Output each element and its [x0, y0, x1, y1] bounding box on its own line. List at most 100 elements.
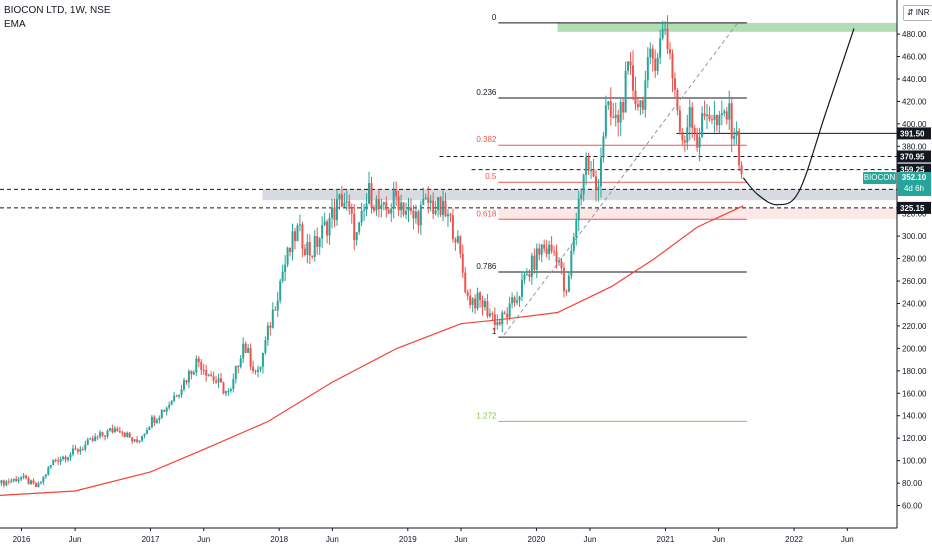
- candle-body: [64, 456, 67, 460]
- candle-body: [155, 420, 158, 424]
- y-tick-label: 300.00: [902, 232, 927, 241]
- candle-body: [37, 483, 40, 488]
- candle-body: [474, 298, 477, 309]
- candle-body: [380, 204, 383, 210]
- candle-body: [619, 102, 622, 123]
- candle-body: [274, 309, 277, 311]
- candle-body: [481, 300, 484, 308]
- x-tick-label: 2018: [270, 535, 288, 544]
- candle-body: [34, 483, 37, 488]
- candle-body: [123, 432, 126, 438]
- candle-body: [20, 477, 23, 480]
- candle-body: [446, 214, 449, 217]
- candle-body: [710, 119, 713, 121]
- candle-body: [54, 459, 57, 461]
- candle-body: [71, 448, 74, 455]
- candle-body: [17, 479, 20, 482]
- candle-body: [326, 221, 329, 236]
- candle-body: [311, 255, 314, 257]
- candle-body: [259, 366, 262, 370]
- candle-body: [249, 348, 252, 367]
- candle-body: [703, 113, 706, 117]
- candle-body: [683, 140, 686, 143]
- candle-body: [577, 199, 580, 221]
- y-tick-label: 180.00: [902, 367, 927, 376]
- zones-layer: [262, 22, 897, 220]
- currency-button[interactable]: ⇵ INR: [903, 5, 932, 21]
- candle-body: [306, 242, 309, 255]
- candle-body: [284, 264, 287, 272]
- y-tick-label: 380.00: [902, 142, 927, 151]
- candle-body: [294, 231, 297, 242]
- y-tick-label: 240.00: [902, 299, 927, 308]
- candle-body: [678, 110, 681, 132]
- candle-body: [131, 437, 134, 442]
- candle-body: [422, 198, 425, 206]
- candle-body: [649, 48, 652, 58]
- candle-body: [548, 244, 551, 254]
- candle-body: [49, 464, 52, 468]
- candle-body: [239, 358, 242, 368]
- candle-body: [567, 275, 570, 292]
- candle-body: [629, 61, 632, 66]
- candle-body: [173, 395, 176, 401]
- candle-body: [572, 237, 575, 251]
- candle-body: [432, 200, 435, 214]
- candle-body: [550, 244, 553, 252]
- candle-body: [266, 325, 269, 341]
- candle-body: [627, 61, 630, 71]
- candle-body: [133, 439, 136, 442]
- candle-body: [15, 478, 18, 482]
- candle-body: [392, 190, 395, 209]
- support-zone: [262, 188, 897, 201]
- candle-body: [580, 194, 583, 200]
- candle-body: [451, 215, 454, 240]
- fibonacci-retracement: 0 0.236 0.382 0.5 0.618 0.786 1 1.272: [476, 13, 747, 422]
- candle-body: [706, 114, 709, 117]
- candle-body: [575, 220, 578, 238]
- x-tick-label: Jun: [841, 535, 854, 544]
- candle-body: [271, 309, 274, 328]
- candle-body: [479, 292, 482, 301]
- candle-body: [30, 480, 33, 485]
- price-level-tag: [897, 127, 931, 140]
- candle-body: [464, 272, 467, 293]
- x-tick-label: 2017: [142, 535, 160, 544]
- candle-body: [459, 236, 462, 254]
- candle-body: [486, 301, 489, 317]
- candle-body: [646, 57, 649, 81]
- candle-body: [602, 136, 605, 158]
- candle-body: [168, 404, 171, 408]
- candle-body: [74, 448, 77, 450]
- candle-body: [599, 157, 602, 187]
- candle-body: [696, 132, 699, 148]
- candle-body: [298, 224, 301, 226]
- candle-body: [540, 244, 543, 255]
- candle-body: [111, 428, 114, 433]
- x-tick-label: Jun: [455, 535, 468, 544]
- candle-body: [545, 248, 548, 254]
- candle-body: [321, 225, 324, 239]
- candle-body: [252, 366, 255, 371]
- candle-body: [185, 380, 188, 383]
- candle-body: [94, 436, 97, 441]
- candle-body: [234, 366, 237, 379]
- candle-body: [333, 207, 336, 221]
- candle-body: [5, 481, 8, 486]
- candle-body: [27, 478, 30, 485]
- y-tick-label: 400.00: [902, 120, 927, 129]
- candle-body: [165, 407, 168, 412]
- candle-body: [740, 165, 743, 175]
- candle-body: [108, 428, 111, 431]
- y-tick-label: 80.00: [902, 479, 923, 488]
- candle-body: [501, 312, 504, 325]
- currency-toggle-icon: ⇵: [907, 8, 914, 17]
- candle-body: [338, 194, 341, 200]
- candle-body: [595, 176, 598, 190]
- candle-body: [612, 116, 615, 118]
- candle-body: [686, 127, 689, 143]
- candle-body: [254, 370, 257, 372]
- candle-body: [343, 202, 346, 207]
- candle-body: [419, 205, 422, 226]
